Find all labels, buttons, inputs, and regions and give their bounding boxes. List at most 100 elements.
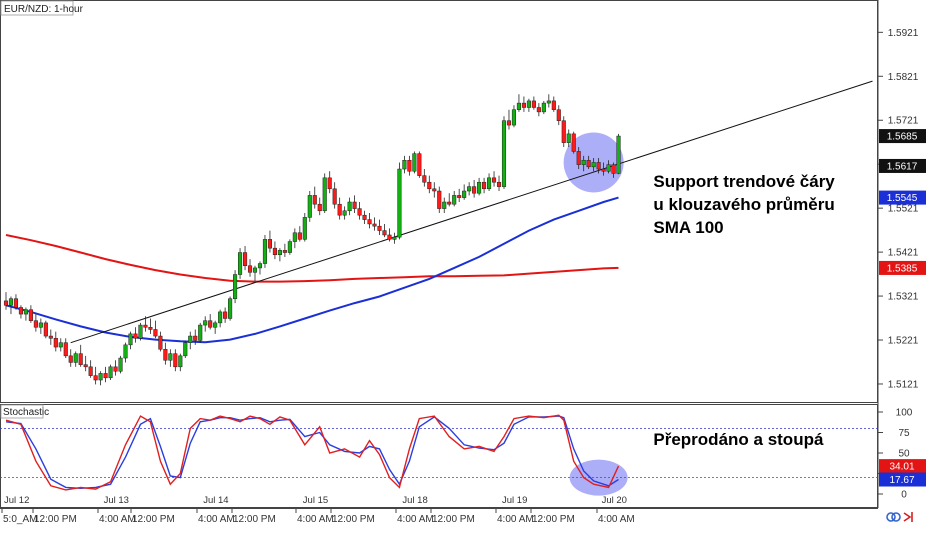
candle-body	[472, 186, 477, 194]
candle-body	[242, 252, 248, 266]
date-label: Jul 18	[402, 495, 427, 506]
candle-body	[287, 241, 292, 253]
candle-body	[143, 324, 148, 328]
date-label: Jul 12	[4, 495, 29, 506]
price-tick-label: 1.5221	[888, 336, 919, 347]
candle-body	[28, 309, 33, 321]
candle-body	[397, 168, 402, 238]
time-tick-label: 4:00 AM	[397, 514, 434, 525]
candle-body	[103, 373, 108, 379]
candle-body	[3, 300, 9, 306]
candle-body	[83, 364, 88, 368]
candle-body	[138, 324, 143, 339]
candlesticks	[3, 94, 621, 386]
candle-body	[432, 188, 437, 192]
candle-body	[606, 164, 611, 172]
candle-body	[178, 355, 183, 368]
candle-body	[392, 236, 397, 240]
stochastic-value-box	[879, 472, 926, 487]
candle-body	[53, 338, 58, 348]
candle-body	[382, 230, 387, 236]
price-label-box	[879, 129, 926, 144]
candle-body	[257, 263, 263, 269]
stochastic-highlight-circle	[569, 459, 628, 496]
link-icon[interactable]	[886, 512, 901, 522]
price-label-box	[879, 158, 926, 173]
candle-body	[362, 214, 367, 220]
candle-body	[277, 250, 282, 255]
candle-body	[78, 353, 83, 365]
candle-body	[63, 342, 68, 357]
candle-body	[372, 223, 377, 227]
candle-body	[526, 100, 531, 108]
stochastic-tick-label: 75	[898, 428, 910, 439]
stochastic-title-box	[0, 404, 44, 419]
sma-200-path	[5, 234, 619, 283]
candle-body	[511, 109, 517, 126]
candle-body	[496, 181, 502, 187]
candle-body	[267, 239, 272, 249]
candle-body	[307, 195, 312, 218]
candle-body	[302, 217, 307, 240]
candle-body	[183, 342, 188, 357]
candle-body	[38, 322, 43, 328]
candle-body	[616, 135, 621, 174]
candle-body	[48, 335, 53, 339]
candle-body	[123, 344, 128, 359]
candle-body	[487, 177, 492, 190]
candle-body	[133, 333, 138, 339]
candle-body	[566, 133, 571, 143]
price-annotation-line: SMA 100	[653, 218, 723, 237]
candle-body	[556, 109, 561, 121]
candle-body	[73, 353, 78, 363]
stochastic-value-label: 17.67	[889, 475, 914, 486]
candle-body	[312, 195, 317, 205]
sma-100-path	[5, 196, 619, 344]
date-label: Jul 19	[502, 495, 527, 506]
time-tick-label: 4:00 AM	[598, 514, 635, 525]
goto-end-icon[interactable]	[903, 512, 913, 522]
stochastic-k-path	[5, 414, 620, 491]
candle-body	[442, 201, 447, 209]
candle-body	[352, 201, 357, 209]
price-annotation-line: u klouzavého průměru	[653, 195, 834, 214]
candle-body	[252, 267, 258, 273]
price-annotation-line: Support trendové čáry	[653, 172, 835, 191]
trendline-path	[70, 80, 873, 344]
candle-body	[233, 274, 238, 299]
candle-body	[158, 335, 163, 350]
candle-body	[13, 298, 19, 308]
stochastic-tick-label: 0	[901, 490, 907, 501]
candle-body	[506, 120, 512, 126]
candle-body	[422, 175, 427, 183]
time-tick-label: 12:00 PM	[532, 514, 575, 525]
time-tick-label: 12:00 PM	[132, 514, 175, 525]
time-tick-label: 4:00 AM	[497, 514, 534, 525]
candle-body	[377, 225, 382, 231]
candle-body	[68, 355, 73, 363]
price-tick-label: 1.5821	[888, 72, 919, 83]
price-labels: 1.5685 1.5617 1.5545 1.5385	[879, 129, 926, 275]
chart-title-box	[0, 0, 74, 16]
price-label: 1.5385	[887, 263, 918, 274]
candle-body	[193, 335, 198, 341]
candle-body	[536, 107, 541, 113]
candle-body	[247, 265, 253, 273]
trendline	[70, 80, 873, 344]
price-label: 1.5617	[887, 161, 918, 172]
candle-body	[571, 133, 576, 152]
candle-body	[337, 203, 342, 216]
candle-body	[173, 353, 178, 368]
price-axis: 1.59211.58211.57211.56211.55211.54211.53…	[878, 28, 919, 390]
candle-body	[402, 159, 407, 170]
candle-body	[93, 375, 98, 381]
candle-body	[213, 322, 218, 328]
candle-body	[516, 102, 521, 110]
candle-body	[447, 201, 452, 205]
candle-body	[108, 366, 113, 379]
stochastic-title: Stochastic	[3, 407, 49, 418]
time-tick-label: 12:00 PM	[34, 514, 77, 525]
sma-100-line	[5, 196, 619, 344]
